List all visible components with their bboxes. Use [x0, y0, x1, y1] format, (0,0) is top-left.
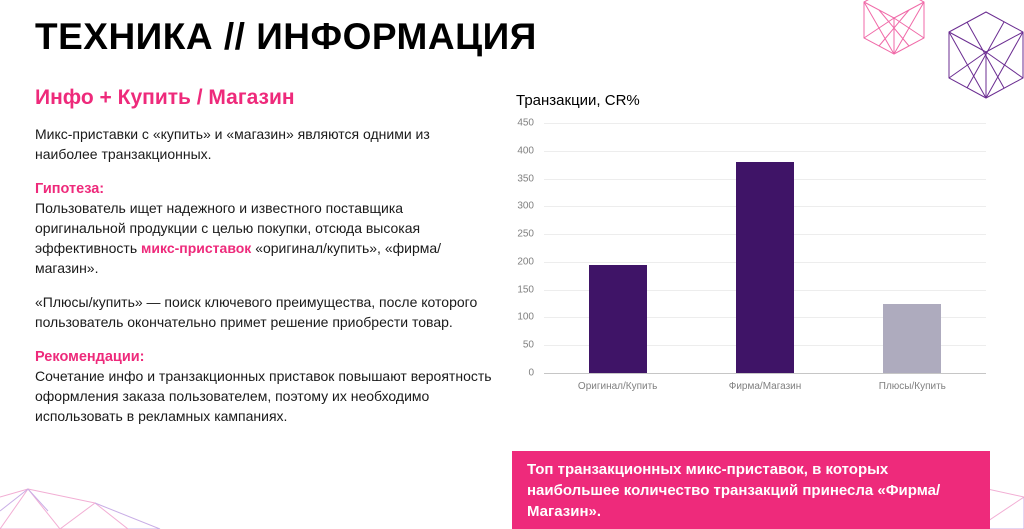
bar-chart: 0 50 100 150 200 250 300 350 400 450 Оригинал/Куп…	[512, 118, 990, 411]
slide-title: ТЕХНИКА // ИНФОРМАЦИЯ	[35, 16, 537, 57]
y-axis-tick: 250	[517, 228, 534, 240]
hypothesis-paragraph-2: «Плюсы/купить» — поиск ключевого преимущ…	[35, 293, 478, 330]
y-axis-tick: 0	[528, 367, 534, 379]
y-axis-tick: 300	[517, 200, 534, 212]
y-axis-tick: 450	[517, 117, 534, 129]
hypothesis-paragraph: Пользователь ищет надежного и известного…	[35, 199, 493, 279]
recommendations-paragraph: Сочетание инфо и транзакционных приставо…	[35, 368, 492, 424]
y-axis-tick: 50	[522, 339, 534, 351]
y-axis-tick: 150	[517, 284, 534, 296]
recommendations-label: Рекомендации:	[35, 348, 145, 365]
y-axis-tick: 100	[517, 311, 534, 323]
gridline	[544, 150, 986, 152]
hypothesis-text-before: Пользователь ищет надежного и известного…	[35, 200, 421, 257]
chart-title: Транзакции, CR%	[516, 92, 640, 109]
chart-plot-area: Оригинал/Купить Фирма/Магазин Плюсы/Купить	[544, 123, 986, 392]
y-axis-tick: 400	[517, 145, 534, 157]
x-axis-label: Фирма/Магазин	[728, 381, 802, 392]
chart-y-axis: 0 50 100 150 200 250 300 350 400 450	[512, 118, 538, 379]
gridline	[544, 373, 986, 374]
text-column: Инфо + Купить / Магазин Микс-приставки с…	[35, 86, 493, 441]
section-subtitle: Инфо + Купить / Магазин	[35, 86, 295, 109]
bar-3	[883, 303, 942, 373]
chart-column: Транзакции, CR% 0 50 100 150 200 250 300 350 400…	[512, 92, 990, 529]
intro-paragraph: Микс-приставки с «купить» и «магазин» яв…	[35, 126, 430, 162]
hypothesis-highlight: микс-приставок	[141, 240, 252, 257]
decorative-mesh-bottom-left-icon	[0, 488, 161, 529]
y-axis-tick: 200	[517, 256, 534, 268]
x-axis-label: Плюсы/Купить	[878, 381, 946, 392]
hypothesis-label: Гипотеза:	[35, 180, 105, 197]
callout-banner: Топ транзакционных микс-приставок, в кот…	[512, 451, 990, 529]
gridline	[544, 123, 986, 124]
x-axis-label: Оригинал/Купить	[577, 381, 658, 392]
y-axis-tick: 350	[517, 173, 534, 185]
bar-1	[588, 264, 647, 373]
bar-2	[736, 161, 794, 373]
hypothesis-text-after: «оригинал/купить», «фирма/магазин».	[35, 240, 442, 276]
